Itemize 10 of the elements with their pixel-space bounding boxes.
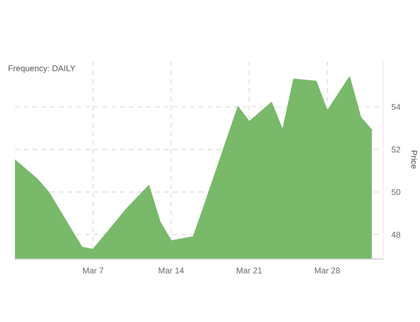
y-tick-label: 54 — [392, 104, 400, 110]
x-tick-label: Mar 14 — [158, 268, 184, 274]
x-tick-label: Mar 7 — [83, 268, 104, 274]
annotation: Frequency: DAILY — [8, 65, 76, 73]
y-tick-label: 50 — [392, 189, 400, 196]
y-tick-label: 52 — [392, 146, 400, 152]
x-tick-label: Mar 28 — [314, 268, 340, 274]
y-axis-title: Price — [411, 150, 418, 169]
y-tick-label: 48 — [392, 232, 400, 238]
x-tick-label: Mar 21 — [236, 268, 262, 274]
